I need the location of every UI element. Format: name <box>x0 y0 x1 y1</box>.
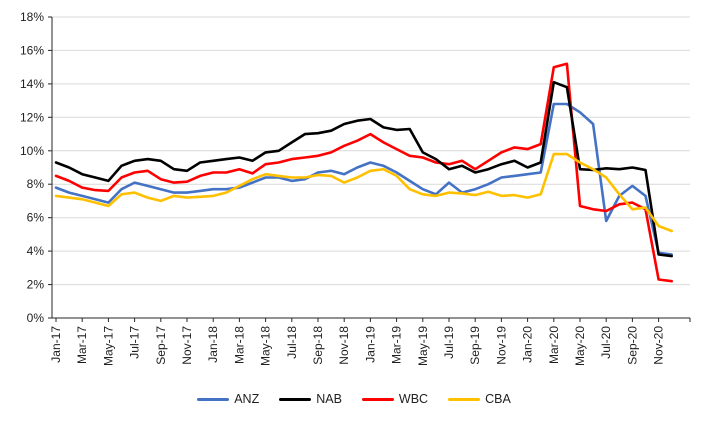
x-tick-label: Jul-17 <box>128 326 142 359</box>
x-tick-label: Mar-17 <box>75 326 89 364</box>
legend-label: CBA <box>485 392 511 406</box>
y-tick-label: 2% <box>27 278 45 292</box>
series-line-anz <box>54 102 674 256</box>
series-line-cba <box>54 152 674 233</box>
x-tick-label: Mar-18 <box>232 326 246 364</box>
legend-label: ANZ <box>234 392 260 406</box>
legend-item-anz: ANZ <box>197 393 259 406</box>
y-tick-label: 18% <box>20 10 44 24</box>
legend-item-cba: CBA <box>448 393 511 406</box>
legend-swatch-cba <box>448 397 481 401</box>
legend-swatch-nab <box>279 397 312 401</box>
axes <box>48 16 691 322</box>
x-tick-label: Nov-18 <box>337 326 351 365</box>
x-tick-label: May-19 <box>416 326 430 366</box>
x-tick-label: Jan-20 <box>521 326 535 363</box>
legend-label: WBC <box>398 392 429 406</box>
gridlines <box>52 16 690 286</box>
y-tick-label: 14% <box>20 77 44 91</box>
x-tick-label: Sep-17 <box>154 326 168 365</box>
legend-item-wbc: WBC <box>361 392 429 406</box>
y-tick-label: 10% <box>20 144 44 158</box>
x-tick-label: May-18 <box>259 326 273 366</box>
y-tick-label: 6% <box>27 211 45 225</box>
y-tick-label: 16% <box>20 43 44 57</box>
series-line-nab <box>54 80 674 258</box>
legend-label: NAB <box>316 392 342 406</box>
x-tick-label: Nov-19 <box>494 326 508 365</box>
series-lines <box>54 62 674 283</box>
x-tick-label: Jul-19 <box>442 326 456 359</box>
chart-legend: ANZ NAB WBC CBA <box>0 393 708 406</box>
y-tick-label: 8% <box>27 177 45 191</box>
x-tick-label: May-17 <box>101 326 115 366</box>
x-tick-label: Jan-18 <box>206 326 220 363</box>
x-tick-label: May-20 <box>573 326 587 366</box>
y-tick-label: 0% <box>27 311 45 325</box>
x-tick-label: Sep-20 <box>625 326 639 365</box>
legend-swatch-anz <box>197 397 230 401</box>
x-tick-label: Jan-17 <box>49 326 63 363</box>
x-tick-label: Nov-20 <box>652 326 666 365</box>
x-tick-label: Jul-20 <box>599 326 613 359</box>
x-tick-label: Jul-18 <box>285 326 299 359</box>
x-axis-labels: Jan-17 Mar-17 May-17 Jul-17 Sep-17 Nov-17 Jan-… <box>49 326 666 366</box>
y-tick-label: 12% <box>20 110 44 124</box>
x-tick-label: Mar-20 <box>547 326 561 364</box>
y-tick-label: 4% <box>27 244 45 258</box>
y-axis-labels: 0% 2% 4% 6% 8% 10% 12% 14% 16% 18% <box>20 10 44 325</box>
legend-swatch-wbc <box>361 397 394 401</box>
x-tick-label: Jan-19 <box>363 326 377 363</box>
legend-item-nab: NAB <box>279 393 342 406</box>
x-tick-label: Mar-19 <box>390 326 404 364</box>
series-line-wbc <box>54 62 674 283</box>
x-tick-label: Sep-19 <box>468 326 482 365</box>
x-tick-label: Nov-17 <box>180 326 194 365</box>
x-tick-label: Sep-18 <box>311 326 325 365</box>
